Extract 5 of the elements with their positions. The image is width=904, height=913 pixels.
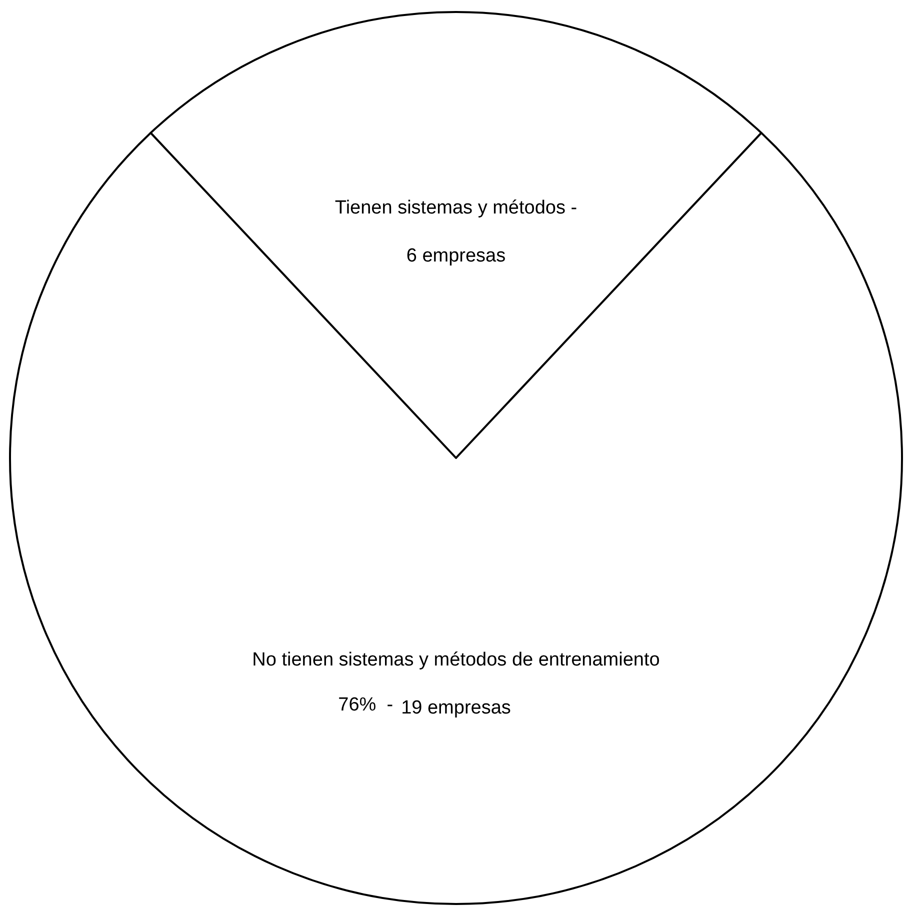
data-label: 19 empresas [401, 698, 511, 718]
data-label: 6 empresas [406, 246, 506, 266]
slice-label: No tienen sistemas y métodos de entrenamiento [252, 650, 660, 670]
text: 76% - [338, 694, 394, 716]
slice-label: Tienen sistemas y métodos - [334, 198, 578, 218]
